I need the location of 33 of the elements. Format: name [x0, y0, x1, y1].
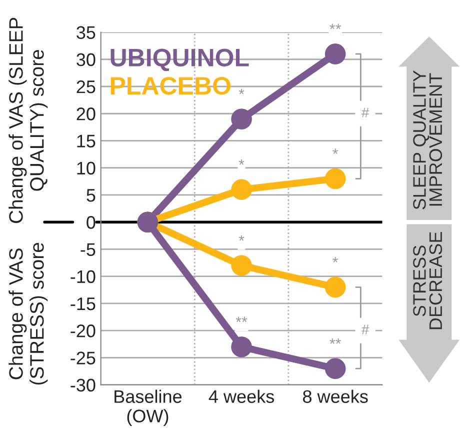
- annotation: *: [238, 88, 244, 94]
- annotation: *: [332, 148, 338, 154]
- x-tick-label: Baseline (OW): [114, 390, 182, 426]
- annotation: *: [332, 257, 338, 262]
- y-tick-label: -25: [70, 352, 96, 364]
- annotation: #: [362, 108, 370, 118]
- x-tick-label: 8 weeks: [303, 390, 368, 403]
- text: STRESS DECREASE: [413, 232, 442, 330]
- y-tick-label: 5: [86, 189, 96, 202]
- y-tick-label: 15: [77, 134, 96, 148]
- y-tick-label: -15: [70, 298, 96, 310]
- y-tick-label: 10: [77, 162, 96, 175]
- y-tick-label: 25: [76, 80, 96, 94]
- annotation: #: [362, 324, 370, 334]
- y-tick-label: -20: [70, 324, 96, 338]
- y-tick-label: 0: [86, 216, 96, 229]
- annotation: *: [238, 159, 244, 165]
- text: PLACEBO: [110, 76, 230, 95]
- x-tick-label: 4 weeks: [208, 390, 274, 403]
- y-tick-label: 20: [76, 108, 96, 120]
- series-label: UBIQUINOL: [110, 48, 249, 72]
- y-tick-label: -5: [80, 243, 96, 256]
- annotation: **: [330, 24, 342, 30]
- annotation: *: [238, 235, 244, 241]
- y-tick-label: 30: [76, 53, 96, 66]
- y-tick-label: -30: [70, 378, 96, 392]
- y-tick-label: -10: [70, 270, 96, 284]
- text: SLEEP QUALITY IMPROVEMENT: [413, 70, 442, 210]
- text: Change of VAS (STRESS) score: [8, 242, 48, 385]
- annotation: **: [236, 316, 248, 322]
- annotation: **: [330, 338, 342, 344]
- y-axis-title: Change of VAS (SLEEP QUALITY) score: [8, 18, 48, 223]
- y-tick-label: 35: [76, 26, 96, 39]
